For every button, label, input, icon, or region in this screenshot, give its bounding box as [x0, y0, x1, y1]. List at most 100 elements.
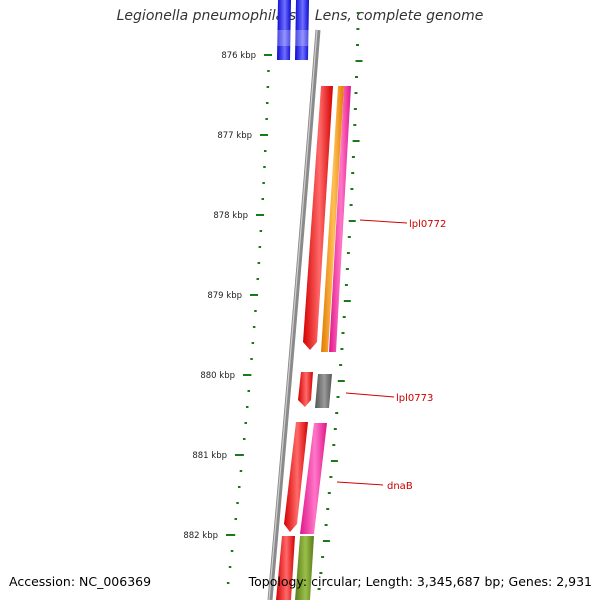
scale-label-877: 877 kbp	[217, 131, 252, 141]
outer-ring-tick	[344, 284, 348, 286]
inner-ring-dot	[238, 486, 241, 488]
gene-feature-blue-2[interactable]	[295, 0, 309, 60]
inner-ring-dot	[266, 102, 269, 104]
inner-ring-dot	[239, 470, 243, 472]
outer-ring-tick	[327, 492, 331, 494]
inner-ring-dot	[261, 198, 264, 200]
outer-ring-tick	[322, 540, 330, 542]
inner-ring-dot	[259, 230, 263, 232]
gene-label-lpl0773-group[interactable]: lpl0773	[345, 392, 433, 404]
outer-ring-tick	[319, 572, 323, 574]
outer-ring-tick	[356, 44, 359, 46]
gene-feature-gray[interactable]	[315, 374, 332, 408]
inner-ring-dot	[247, 390, 250, 392]
outer-ring-tick	[330, 460, 338, 462]
gene-label-dnab-group[interactable]: dnaB	[336, 481, 413, 492]
inner-ring-dot	[244, 422, 247, 424]
inner-dotted-ring	[226, 70, 270, 584]
scale-tick-881: 881 kbp	[192, 451, 243, 461]
scale-label-879: 879 kbp	[207, 291, 242, 301]
feature-overlay-band	[272, 30, 314, 46]
outer-ring-tick	[351, 156, 355, 158]
outer-ring-tick	[352, 140, 360, 142]
outer-ring-tick	[324, 524, 328, 526]
gene-label-lpl0773[interactable]: lpl0773	[396, 393, 433, 404]
outer-ring-tick	[339, 364, 343, 366]
outer-ring-tick	[354, 92, 358, 94]
inner-ring-dot	[250, 358, 253, 360]
outer-ring-tick	[346, 252, 350, 254]
outer-ring-tick	[326, 508, 330, 510]
inner-ring-dot	[226, 582, 230, 584]
gene-feature-olive-bottom[interactable]	[295, 536, 314, 600]
gene-feature-red-bottom[interactable]	[276, 536, 295, 600]
gene-feature-red-large[interactable]	[303, 86, 333, 350]
inner-ring-dot	[265, 118, 268, 120]
gene-label-lpl0772-group[interactable]: lpl0772	[359, 219, 446, 230]
inner-ring-dot	[264, 150, 267, 152]
gene-label-line	[336, 481, 384, 486]
gene-feature-blue-1[interactable]	[277, 0, 291, 60]
scale-label-880: 880 kbp	[200, 371, 235, 381]
scale-label-878: 878 kbp	[213, 211, 248, 221]
gene-feature-red-dnab[interactable]	[284, 422, 308, 532]
outer-ring-tick	[333, 428, 337, 430]
outer-ring-tick	[340, 348, 344, 350]
gene-feature-magenta-1[interactable]	[329, 86, 351, 352]
outer-ring-tick	[337, 380, 345, 382]
inner-ring-dot	[252, 326, 256, 328]
gene-feature-magenta-dnab[interactable]	[300, 423, 327, 534]
inner-ring-dot	[257, 262, 261, 264]
outer-ring-tick	[317, 588, 321, 590]
outer-ring-tick	[345, 268, 349, 270]
outer-ring-tick	[355, 76, 358, 78]
scale-label-876: 876 kbp	[221, 51, 256, 61]
outer-ring-tick	[356, 12, 360, 14]
outer-ring-tick	[348, 220, 356, 222]
inner-ring-dot	[263, 166, 266, 168]
outer-ring-tick	[351, 172, 355, 174]
outer-ring-tick	[353, 108, 357, 110]
accession-text: Accession: NC_006369	[9, 574, 152, 589]
inner-ring-dot	[236, 502, 239, 504]
outer-ring-tick	[353, 124, 357, 126]
outer-ring-tick	[332, 444, 336, 446]
gene-label-dnab[interactable]: dnaB	[387, 481, 413, 492]
inner-ring-dot	[262, 182, 265, 184]
scale-tick-880: 880 kbp	[200, 371, 251, 381]
outer-ring-tick	[329, 476, 333, 478]
genome-backbone	[267, 29, 321, 600]
outer-ring-tick	[343, 300, 351, 302]
gene-label-line	[345, 392, 395, 398]
scale-label-881: 881 kbp	[192, 451, 227, 461]
inner-ring-dot	[228, 566, 232, 568]
outer-ring-tick	[341, 332, 345, 334]
scale-tick-877: 877 kbp	[217, 131, 268, 141]
outer-ring-tick	[349, 204, 353, 206]
scale-tick-876: 876 kbp	[221, 51, 272, 61]
inner-ring-dot	[267, 70, 270, 72]
inner-ring-dot	[266, 86, 270, 88]
inner-ring-dot	[246, 406, 249, 408]
gene-label-line	[359, 219, 408, 224]
gene-label-lpl0772[interactable]: lpl0772	[409, 219, 446, 230]
inner-ring-dot	[251, 342, 255, 344]
inner-ring-dot	[243, 438, 246, 440]
inner-ring-dot	[234, 518, 237, 520]
outer-dotted-ring	[317, 12, 363, 590]
topology-text: Topology: circular; Length: 3,345,687 bp…	[248, 574, 592, 589]
inner-ring-dot	[258, 246, 262, 248]
gene-feature-red-small[interactable]	[298, 372, 313, 407]
scale-tick-879: 879 kbp	[207, 291, 258, 301]
outer-ring-tick	[336, 396, 340, 398]
genome-backbone-highlight	[268, 29, 318, 600]
scale-tick-882: 882 kbp	[183, 531, 234, 541]
gene-feature-orange[interactable]	[321, 86, 344, 352]
outer-ring-tick	[356, 28, 360, 30]
outer-ring-tick	[347, 236, 351, 238]
outer-ring-tick	[342, 316, 346, 318]
outer-ring-tick	[321, 556, 325, 558]
scale-tick-878: 878 kbp	[213, 211, 264, 221]
